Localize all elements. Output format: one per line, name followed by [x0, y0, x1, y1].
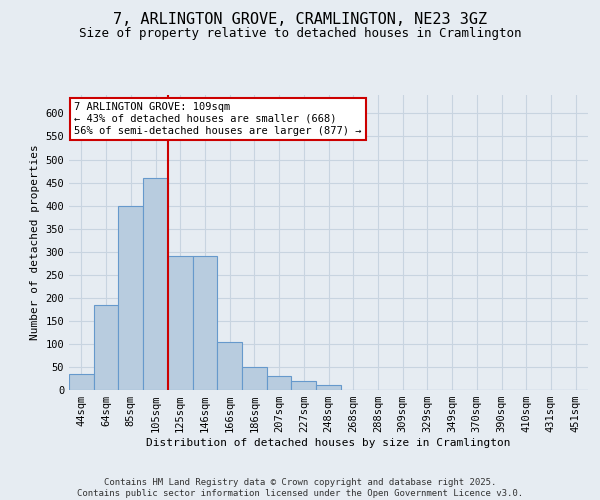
- Text: Size of property relative to detached houses in Cramlington: Size of property relative to detached ho…: [79, 28, 521, 40]
- Text: 7, ARLINGTON GROVE, CRAMLINGTON, NE23 3GZ: 7, ARLINGTON GROVE, CRAMLINGTON, NE23 3G…: [113, 12, 487, 28]
- Bar: [292, 381, 316, 390]
- X-axis label: Distribution of detached houses by size in Cramlington: Distribution of detached houses by size …: [146, 438, 511, 448]
- Bar: [168, 256, 193, 390]
- Bar: [118, 206, 143, 390]
- Bar: [267, 376, 292, 390]
- Bar: [94, 304, 118, 390]
- Y-axis label: Number of detached properties: Number of detached properties: [30, 144, 40, 340]
- Bar: [69, 374, 94, 390]
- Text: Contains HM Land Registry data © Crown copyright and database right 2025.
Contai: Contains HM Land Registry data © Crown c…: [77, 478, 523, 498]
- Bar: [217, 342, 242, 390]
- Bar: [193, 256, 217, 390]
- Text: 7 ARLINGTON GROVE: 109sqm
← 43% of detached houses are smaller (668)
56% of semi: 7 ARLINGTON GROVE: 109sqm ← 43% of detac…: [74, 102, 362, 136]
- Bar: [143, 178, 168, 390]
- Bar: [316, 386, 341, 390]
- Bar: [242, 367, 267, 390]
